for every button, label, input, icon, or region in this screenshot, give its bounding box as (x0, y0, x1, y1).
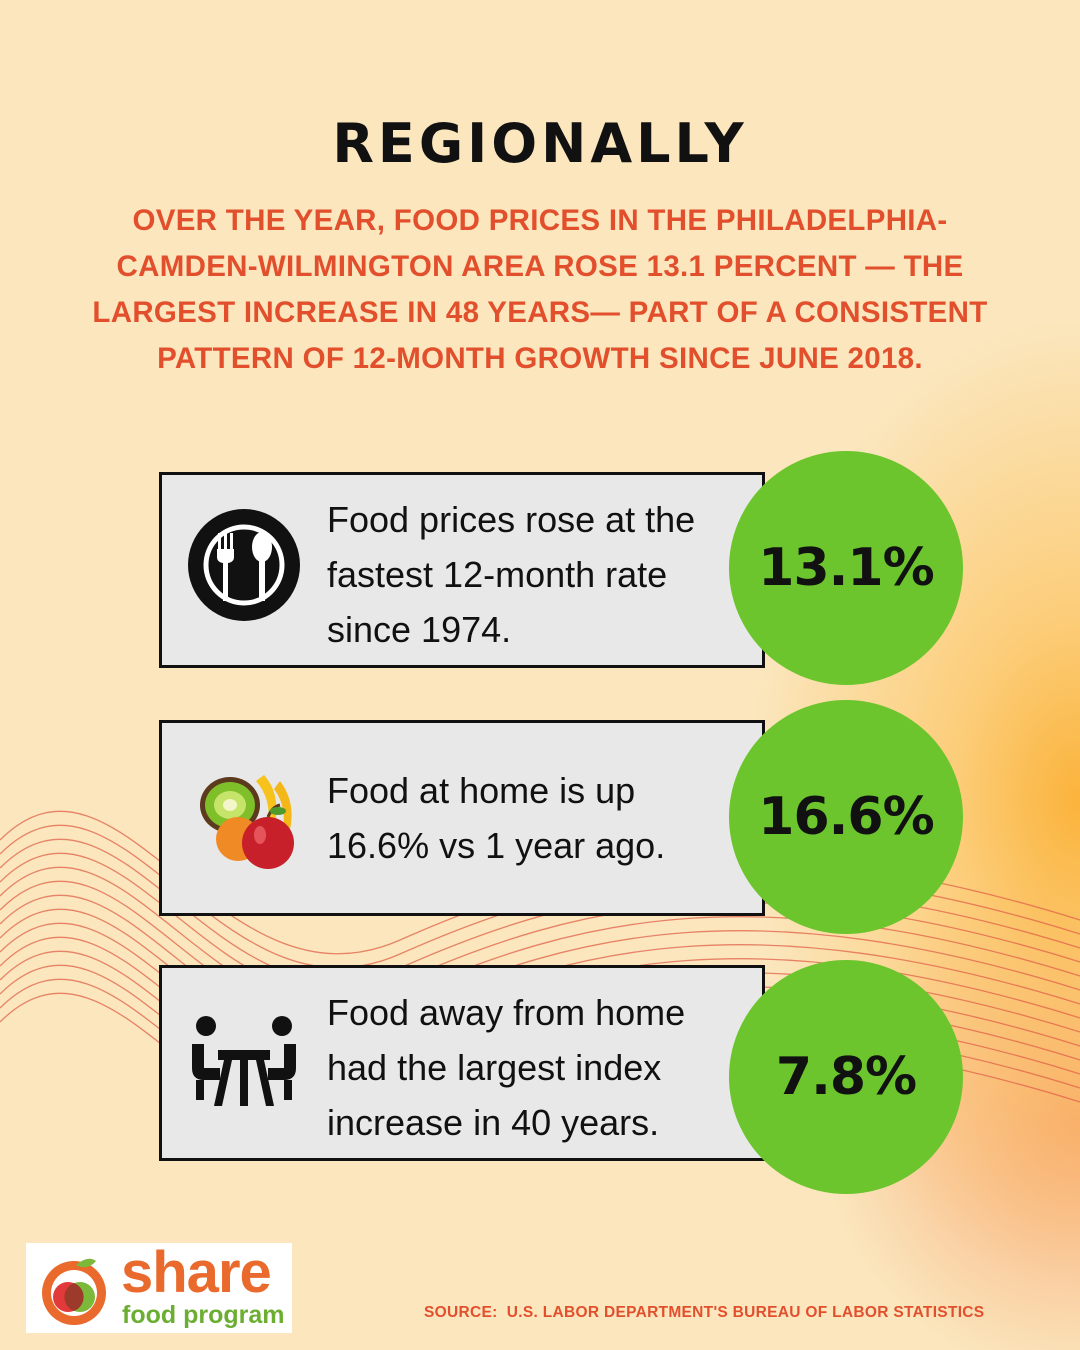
plate-fork-spoon-icon (188, 509, 300, 621)
logo-subtitle: food program (122, 1301, 285, 1329)
fruit-icon (200, 775, 294, 869)
stat-description: Food at home is up 16.6% vs 1 year ago. (327, 770, 666, 866)
logo-apple-icon (42, 1258, 106, 1325)
stat-card-food-away: Food away from home had the largest inde… (159, 965, 765, 1161)
stat-value: 7.8% (775, 1047, 917, 1107)
stat-circle-food-away: 7.8% (729, 960, 963, 1194)
stat-value: 16.6% (758, 787, 934, 847)
stat-description: Food prices rose at the fastest 12-month… (327, 499, 696, 650)
stat-circle-overall: 13.1% (729, 451, 963, 685)
page-title: REGIONALLY (332, 112, 748, 175)
stat-value: 13.1% (758, 538, 934, 598)
stat-circle-food-at-home: 16.6% (729, 700, 963, 934)
stat-card-food-at-home: Food at home is up 16.6% vs 1 year ago. (159, 720, 765, 916)
stat-description: Food away from home had the largest inde… (327, 992, 686, 1143)
share-food-program-logo: share food program (26, 1240, 292, 1333)
logo-wordmark: share (121, 1240, 272, 1305)
page-subtitle: OVER THE YEAR, FOOD PRICES IN THE PHILAD… (92, 204, 988, 375)
source-citation: SOURCE: U.S. LABOR DEPARTMENT'S BUREAU O… (424, 1304, 985, 1321)
dining-table-icon (192, 1016, 296, 1106)
stat-card-overall: Food prices rose at the fastest 12-month… (159, 472, 765, 668)
